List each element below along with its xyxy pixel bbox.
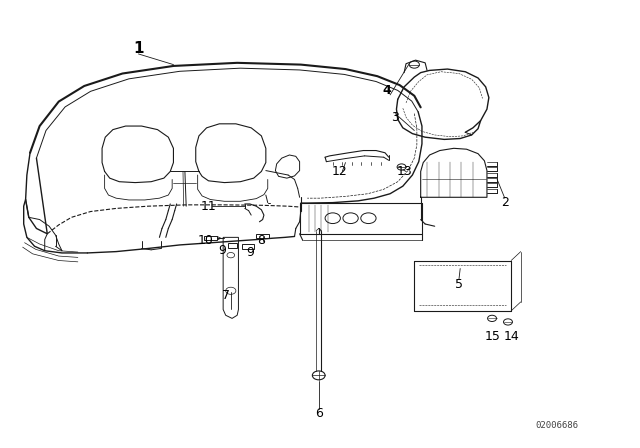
Text: 14: 14 xyxy=(503,330,519,343)
Text: 10: 10 xyxy=(197,234,213,247)
Text: 13: 13 xyxy=(396,165,412,178)
Text: 2: 2 xyxy=(501,196,509,209)
Text: 8: 8 xyxy=(257,234,266,247)
Text: 6: 6 xyxy=(315,407,323,420)
Text: 7: 7 xyxy=(222,289,230,302)
Text: 9: 9 xyxy=(246,246,254,259)
Text: 9: 9 xyxy=(218,244,226,257)
Text: 5: 5 xyxy=(455,278,463,291)
Text: 3: 3 xyxy=(391,111,399,124)
Text: 11: 11 xyxy=(200,200,216,213)
Text: 02006686: 02006686 xyxy=(536,421,579,430)
Text: 15: 15 xyxy=(484,330,500,343)
Text: 12: 12 xyxy=(332,165,347,178)
Text: 1: 1 xyxy=(133,41,143,56)
Text: 4: 4 xyxy=(383,84,391,97)
